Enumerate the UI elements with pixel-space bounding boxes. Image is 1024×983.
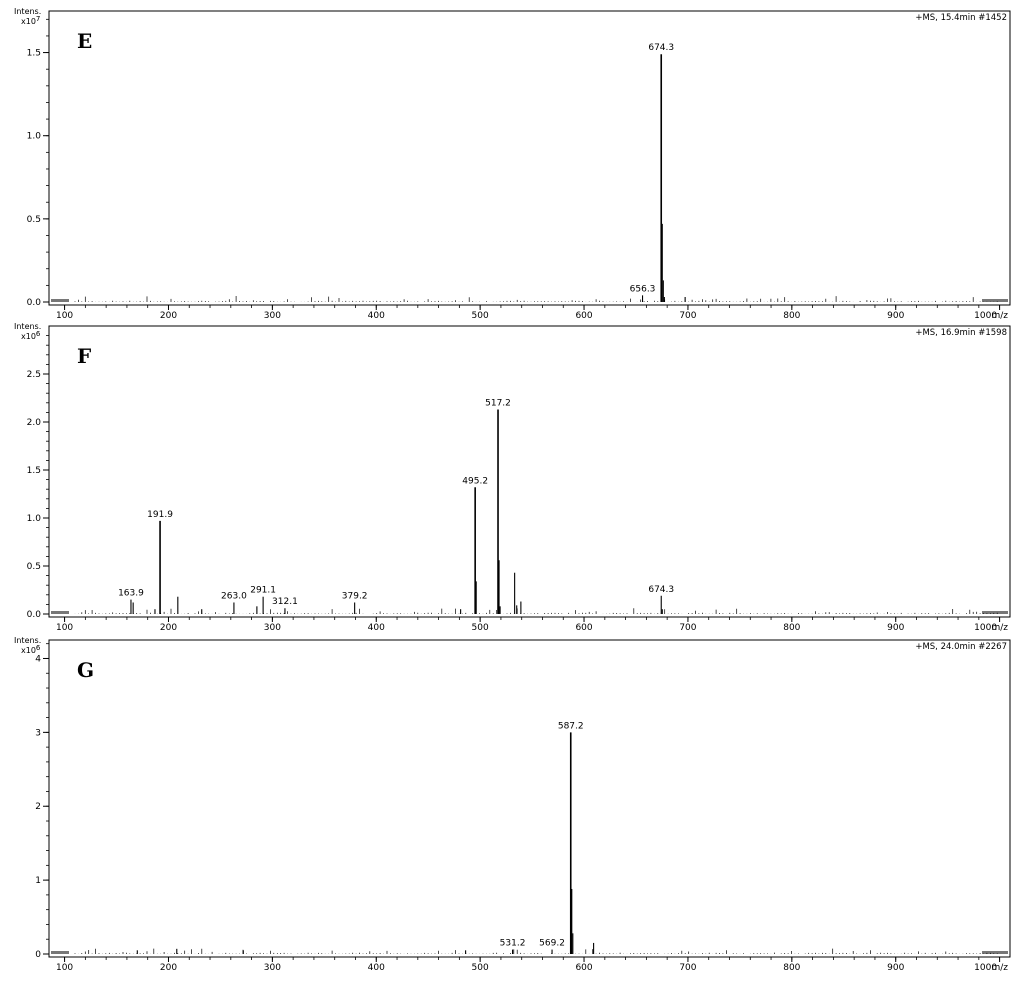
y-tick-label: 2.5 [27, 370, 41, 380]
y-tick-label: 2.0 [27, 418, 42, 428]
y-tick-label: 0.0 [27, 298, 42, 308]
baseline-marker-left [51, 299, 69, 302]
y-tick-label: 0.5 [27, 562, 41, 572]
x-tick-label: 800 [783, 963, 800, 973]
y-tick-label: 1.0 [27, 514, 42, 524]
x-tick-label: 700 [679, 623, 696, 633]
peak-label: 587.2 [558, 721, 584, 731]
y-axis-exponent-power: 6 [36, 330, 41, 338]
x-tick-label: 1000 [974, 623, 997, 633]
x-tick-label: 400 [368, 623, 385, 633]
baseline-marker-left [51, 951, 69, 954]
x-tick-label: 100 [56, 311, 73, 321]
x-tick-label: 1000 [974, 963, 997, 973]
baseline-marker-right [982, 299, 1008, 302]
x-tick-label: 300 [264, 623, 281, 633]
x-tick-label: 300 [264, 963, 281, 973]
peak-label: 531.2 [500, 939, 526, 949]
x-tick-label: 800 [783, 311, 800, 321]
baseline-marker-right [982, 951, 1008, 954]
peak-label: 291.1 [250, 586, 276, 596]
peak-label: 674.3 [648, 43, 674, 53]
peak-label: 263.0 [221, 591, 247, 601]
x-tick-label: 600 [575, 963, 592, 973]
scan-info: +MS, 16.9min #1598 [915, 328, 1007, 338]
y-tick-label: 2 [35, 802, 41, 812]
y-axis-exponent: x106 [21, 644, 41, 655]
x-tick-label: 1000 [974, 311, 997, 321]
spectrum-panel-f: 0.0 0.5 1.0 1.5 2.0 2.5 100 200 300 400 500 600 700 8… [14, 322, 1011, 633]
x-tick-label: 100 [56, 623, 73, 633]
baseline-noise [74, 296, 998, 302]
y-axis-exponent-power: 7 [36, 15, 40, 23]
panel-letter: F [77, 344, 91, 368]
y-tick-label: 0 [35, 950, 41, 960]
x-tick-label: 900 [887, 311, 904, 321]
x-tick-label: 700 [679, 963, 696, 973]
y-axis-exponent: x106 [21, 330, 41, 341]
x-tick-label: 200 [160, 623, 177, 633]
panel-letter: G [77, 658, 94, 682]
plot-frame [48, 10, 1011, 306]
x-tick-label: 900 [887, 963, 904, 973]
baseline-marker-left [51, 611, 69, 614]
x-tick-label: 300 [264, 311, 281, 321]
y-tick-label: 3 [35, 728, 41, 738]
y-tick-label: 1.5 [27, 49, 41, 59]
peak-label: 517.2 [485, 399, 511, 409]
peak-label: 656.3 [630, 284, 656, 294]
peak-label: 495.2 [462, 476, 488, 486]
y-axis-exponent-power: 6 [36, 644, 41, 652]
plot-frame [48, 325, 1011, 618]
y-tick-label: 0.0 [27, 610, 42, 620]
x-tick-label: 800 [783, 623, 800, 633]
x-tick-label: 500 [472, 623, 489, 633]
x-tick-label: 200 [160, 311, 177, 321]
x-tick-label: 900 [887, 623, 904, 633]
scan-info: +MS, 24.0min #2267 [915, 642, 1007, 652]
peak-label: 569.2 [539, 939, 565, 949]
x-tick-label: 200 [160, 963, 177, 973]
peak-label: 191.9 [147, 510, 173, 520]
y-tick-label: 1.0 [27, 132, 42, 142]
y-tick-label: 0.5 [27, 215, 41, 225]
x-tick-label: 500 [472, 311, 489, 321]
peak-label: 163.9 [118, 589, 144, 599]
y-tick-label: 4 [35, 654, 41, 664]
y-axis-exponent: x107 [21, 15, 40, 26]
x-tick-label: 400 [368, 311, 385, 321]
y-axis-label: Intens. [14, 636, 41, 645]
y-tick-label: 1.5 [27, 466, 41, 476]
x-tick-label: 600 [575, 311, 592, 321]
y-axis-label: Intens. [14, 322, 41, 331]
x-tick-label: 700 [679, 311, 696, 321]
plot-frame [48, 639, 1011, 958]
x-tick-label: 100 [56, 963, 73, 973]
peak-label: 674.3 [648, 585, 674, 595]
scan-info: +MS, 15.4min #1452 [915, 13, 1007, 23]
baseline-marker-right [982, 611, 1008, 614]
x-tick-label: 600 [575, 623, 592, 633]
y-tick-label: 1 [35, 876, 41, 886]
spectrum-panel-e: 0.0 0.5 1.0 1.5 100 200 300 400 500 600 700 800 900 1… [14, 7, 1011, 321]
x-axis-unit: m/z [991, 623, 1008, 633]
y-axis-label: Intens. [14, 7, 41, 16]
x-axis-unit: m/z [991, 963, 1008, 973]
baseline-noise [74, 608, 998, 614]
peak-label: 312.1 [272, 597, 298, 607]
peak-label: 379.2 [342, 591, 368, 601]
x-tick-label: 500 [472, 963, 489, 973]
baseline-noise [74, 948, 998, 954]
x-tick-label: 400 [368, 963, 385, 973]
panel-letter: E [77, 29, 92, 53]
x-axis-unit: m/z [991, 311, 1008, 321]
